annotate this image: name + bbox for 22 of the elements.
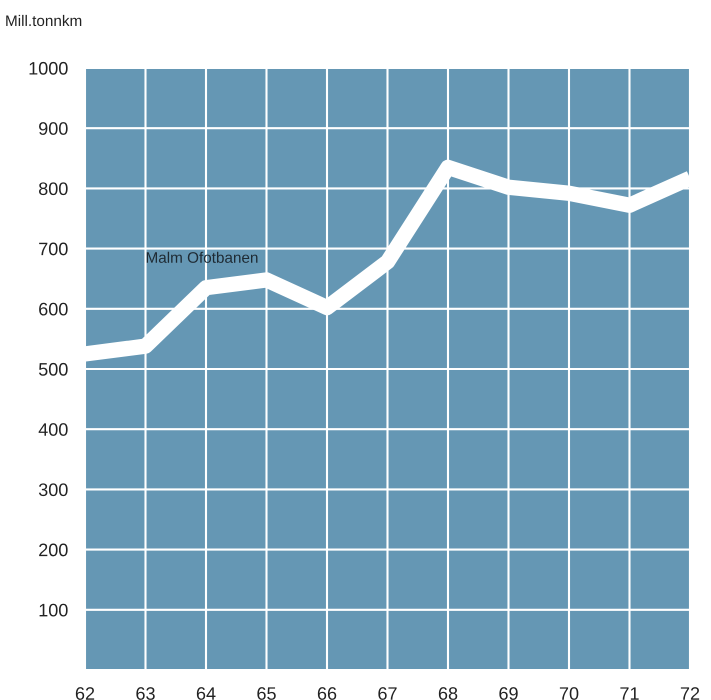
x-tick-label: 71 bbox=[620, 687, 639, 700]
x-tick-label: 69 bbox=[499, 687, 518, 700]
x-tick-label: 64 bbox=[196, 687, 216, 700]
y-tick-label: 100 bbox=[40, 604, 68, 617]
y-tick-label: 900 bbox=[39, 122, 68, 135]
y-tick-label: 700 bbox=[39, 242, 68, 256]
x-tick-label: 62 bbox=[76, 687, 94, 700]
x-tick-label: 70 bbox=[560, 687, 578, 700]
y-tick-label: 200 bbox=[39, 544, 68, 556]
y-tick-label: 1000 bbox=[30, 62, 68, 75]
y-tick-label: 600 bbox=[39, 302, 68, 316]
y-tick-label: 300 bbox=[38, 483, 68, 496]
y-axis-title: Mill.tonnkm bbox=[6, 14, 82, 26]
x-tick-label: 66 bbox=[318, 687, 336, 700]
x-tick-label: 68 bbox=[438, 687, 458, 700]
x-tick-label: 63 bbox=[136, 687, 155, 700]
y-tick-label: 800 bbox=[38, 182, 68, 196]
y-tick-label: 500 bbox=[38, 362, 68, 376]
x-tick-label: 67 bbox=[378, 687, 397, 700]
x-tick-label: 72 bbox=[680, 687, 700, 700]
x-tick-label: 65 bbox=[257, 687, 276, 700]
y-tick-label: 400 bbox=[38, 423, 68, 436]
